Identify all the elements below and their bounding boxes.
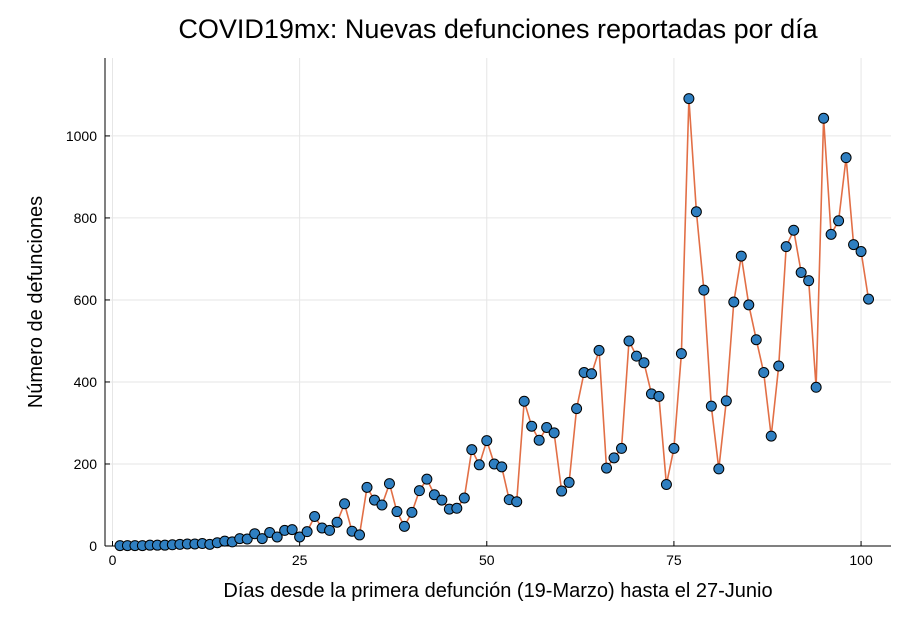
data-point	[309, 510, 321, 522]
x-axis-label: Días desde la primera defunción (19-Marz…	[223, 580, 772, 602]
y-axis-label: Número de defunciones	[25, 196, 47, 408]
data-point	[556, 485, 568, 497]
grid	[105, 58, 891, 547]
series-line-path	[120, 97, 870, 547]
data-point	[436, 494, 448, 506]
x-tick-label: 0	[109, 552, 117, 568]
data-point	[795, 266, 807, 278]
y-tick-label: 400	[74, 374, 98, 390]
data-point	[428, 489, 440, 501]
data-point	[368, 494, 380, 506]
data-point	[863, 293, 875, 305]
data-point	[391, 506, 403, 518]
data-point	[623, 335, 635, 347]
data-point	[728, 296, 740, 308]
data-point	[406, 506, 418, 518]
y-tick-label: 600	[74, 292, 98, 308]
axes	[104, 58, 891, 547]
data-point	[698, 284, 710, 296]
data-point	[743, 299, 755, 311]
data-point	[361, 481, 373, 493]
data-point	[548, 427, 560, 439]
chart-title: COVID19mx: Nuevas defunciones reportadas…	[178, 14, 818, 44]
data-point	[735, 250, 747, 262]
data-point	[481, 435, 493, 447]
series-points	[114, 93, 875, 552]
data-point	[616, 442, 628, 454]
data-point	[518, 395, 530, 407]
data-point	[818, 112, 830, 124]
y-tick-label: 200	[74, 456, 98, 472]
y-tick-label: 1000	[66, 128, 97, 144]
data-point	[608, 452, 620, 464]
x-tick-label: 100	[849, 552, 873, 568]
data-point	[720, 395, 732, 407]
data-point	[286, 524, 298, 536]
x-tick-label: 50	[479, 552, 495, 568]
data-point	[705, 400, 717, 412]
data-point	[571, 403, 583, 415]
data-point	[758, 367, 770, 379]
data-point	[593, 344, 605, 356]
data-point	[653, 390, 665, 402]
data-point	[496, 461, 508, 473]
data-point	[398, 520, 410, 532]
data-point	[675, 348, 687, 360]
data-point	[713, 463, 725, 475]
data-point	[773, 360, 785, 372]
data-point	[376, 499, 388, 511]
data-point	[526, 420, 538, 432]
data-point	[660, 478, 672, 490]
data-point	[638, 357, 650, 369]
x-tick-label: 25	[292, 552, 308, 568]
data-point	[765, 430, 777, 442]
data-point	[690, 206, 702, 218]
data-point	[466, 444, 478, 456]
data-point	[563, 476, 575, 488]
data-point	[668, 442, 680, 454]
data-point	[324, 524, 336, 536]
data-point	[825, 228, 837, 240]
data-point	[451, 502, 463, 514]
data-point	[354, 529, 366, 541]
data-point	[810, 381, 822, 393]
data-point	[271, 531, 283, 543]
data-point	[249, 528, 261, 540]
data-point	[383, 478, 395, 490]
data-point	[241, 533, 253, 545]
x-tick-label: 75	[666, 552, 682, 568]
data-point	[788, 224, 800, 236]
data-point	[848, 239, 860, 251]
data-point	[533, 434, 545, 446]
data-point	[750, 334, 762, 346]
y-tick-label: 0	[89, 538, 97, 554]
data-point	[256, 533, 268, 545]
data-point	[541, 421, 553, 433]
data-point	[630, 350, 642, 362]
data-point	[586, 368, 598, 380]
data-point	[840, 152, 852, 164]
data-point	[413, 485, 425, 497]
data-point	[339, 498, 351, 510]
data-point	[855, 246, 867, 258]
series-line	[120, 97, 870, 547]
data-point	[780, 241, 792, 253]
data-point	[294, 531, 306, 543]
data-point	[421, 473, 433, 485]
data-point	[683, 93, 695, 105]
y-tick-label: 800	[74, 210, 98, 226]
data-point	[458, 492, 470, 504]
data-point	[601, 462, 613, 474]
data-point	[833, 215, 845, 227]
data-point	[301, 526, 313, 538]
data-point	[803, 275, 815, 287]
data-point	[331, 516, 343, 528]
data-point	[473, 459, 485, 471]
data-point	[511, 496, 523, 508]
